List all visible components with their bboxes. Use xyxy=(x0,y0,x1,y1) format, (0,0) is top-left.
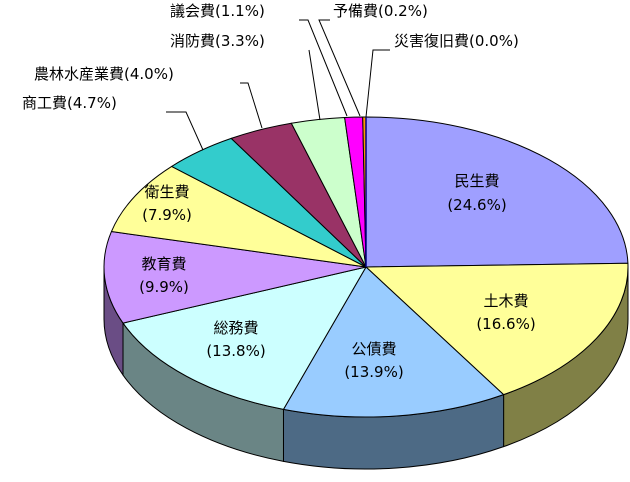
slice-4-name-label: 総務費 xyxy=(213,319,258,337)
slice-2-top xyxy=(365,262,629,396)
slice-11-name-label: 予備費 xyxy=(333,2,378,20)
slice-12-label: 災害復旧費(0.0%) xyxy=(394,32,519,50)
slice-10-value-label: (1.1%) xyxy=(215,2,265,20)
slice-8-name-label: 農林水産業費 xyxy=(34,65,124,83)
slice-2-name-label: 土木費 xyxy=(483,292,528,310)
slice-6-name-label: 衛生費 xyxy=(144,183,189,201)
slice-1-name-label: 民生費 xyxy=(454,172,499,190)
slice-12-leader-line xyxy=(365,49,390,118)
slice-1-top xyxy=(365,116,629,268)
slice-4-value-label: (13.8%) xyxy=(206,342,265,360)
slice-7-value-label: (4.7%) xyxy=(67,94,117,112)
slice-5-top xyxy=(103,231,367,324)
slice-3-name-label: 公債費 xyxy=(351,340,396,358)
slice-12-name-label: 災害復旧費 xyxy=(394,32,469,50)
slice-9-label: 消防費(3.3%) xyxy=(170,32,265,50)
slice-9-value-label: (3.3%) xyxy=(215,32,265,50)
slice-8-label: 農林水産業費(4.0%) xyxy=(34,65,174,83)
slice-9-leader-line xyxy=(308,49,321,121)
slice-7-label: 商工費(4.7%) xyxy=(22,94,117,112)
slice-6-value-label: (7.9%) xyxy=(142,206,192,224)
slice-10-leader-line xyxy=(299,19,348,117)
slice-7-name-label: 商工費 xyxy=(22,94,67,112)
slice-10-name-label: 議会費 xyxy=(170,2,215,20)
slice-6-top xyxy=(110,165,367,268)
slice-8-value-label: (4.0%) xyxy=(124,65,174,83)
slice-9-name-label: 消防費 xyxy=(170,32,215,50)
slice-1-value-label: (24.6%) xyxy=(447,196,506,214)
pie-top-faces xyxy=(103,116,629,418)
slice-5-name-label: 教育費 xyxy=(141,255,186,273)
slice-8-leader-line xyxy=(240,82,263,129)
slice-3-top xyxy=(282,266,505,418)
leader-lines xyxy=(166,19,390,151)
slice-2-value-label: (16.6%) xyxy=(476,315,535,333)
slice-11-label: 予備費(0.2%) xyxy=(333,2,428,20)
slice-12-value-label: (0.0%) xyxy=(469,32,519,50)
slice-4-top xyxy=(122,266,367,410)
slice-10-label: 議会費(1.1%) xyxy=(170,2,265,20)
pie-side-walls xyxy=(103,266,629,470)
slice-7-leader-line xyxy=(166,111,204,151)
slice-labels: 民生費 (24.6%) 土木費 (16.6%) 公債費 (13.9%) 総務費 (13.8%)… xyxy=(22,2,536,381)
slice-11-leader-line xyxy=(318,19,361,117)
slice-3-value-label: (13.9%) xyxy=(344,363,403,381)
slice-11-value-label: (0.2%) xyxy=(378,2,428,20)
slice-5-value-label: (9.9%) xyxy=(139,278,189,296)
